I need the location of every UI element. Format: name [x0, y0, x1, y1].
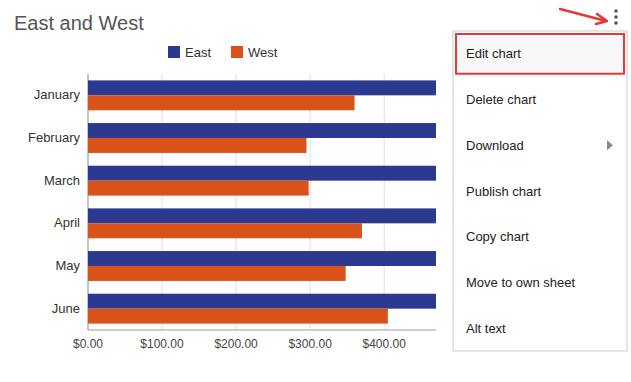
category-label: February [28, 130, 81, 145]
menu-item[interactable]: Edit chart [466, 46, 521, 61]
x-axis [88, 330, 436, 331]
bar [88, 138, 306, 153]
menu-dot [614, 21, 618, 25]
bar [88, 123, 436, 138]
category-label: May [55, 258, 80, 273]
bar [88, 95, 355, 110]
tick-label: $0.00 [73, 337, 103, 351]
category-label: March [44, 173, 80, 188]
grid-line [310, 74, 311, 330]
grid-line [236, 74, 237, 330]
submenu-indicator [607, 140, 613, 150]
menu-button[interactable] [614, 9, 618, 25]
bar [88, 223, 362, 238]
bar [88, 166, 436, 181]
grid-line [88, 74, 89, 330]
legend-swatch [231, 46, 243, 58]
legend-label: East [185, 45, 211, 60]
legend: East West [168, 45, 278, 60]
menu-item[interactable]: Alt text [466, 321, 506, 336]
menu-item[interactable]: Move to own sheet [466, 275, 576, 290]
menu-item[interactable]: Copy chart [466, 229, 529, 244]
chart: East and West $0.00 $100.00 $200.00 $300.00 $… [0, 0, 631, 382]
bar [88, 309, 388, 324]
pointer-arrow [560, 9, 607, 24]
arrow-head [596, 14, 607, 24]
grid-line [162, 74, 163, 330]
context-menu: Edit chart Delete chart Download Publish ch… [453, 31, 627, 351]
category-label: June [52, 301, 80, 316]
category-label: April [54, 215, 80, 230]
bar [88, 208, 436, 223]
legend-label: West [248, 45, 278, 60]
title: East and West [14, 12, 144, 34]
menu-item[interactable]: Download [466, 138, 524, 153]
menu-item[interactable]: Delete chart [466, 92, 536, 107]
background [0, 0, 631, 382]
menu-dot [614, 15, 618, 19]
bar [88, 266, 346, 281]
grid-line [384, 74, 385, 330]
tick-label: $100.00 [140, 337, 184, 351]
menu-highlight [456, 34, 624, 74]
bar [88, 181, 309, 196]
bar [88, 80, 436, 95]
bars [88, 80, 436, 323]
bar [88, 251, 436, 266]
tick-label: $300.00 [288, 337, 332, 351]
menu-panel [453, 31, 627, 351]
y-axis [88, 74, 89, 330]
menu-dot [614, 9, 618, 13]
category-label: January [34, 87, 81, 102]
tick-label: $200.00 [214, 337, 258, 351]
bar [88, 294, 436, 309]
tick-label: $400.00 [362, 337, 406, 351]
menu-item[interactable]: Publish chart [466, 184, 542, 199]
legend-swatch [168, 46, 180, 58]
